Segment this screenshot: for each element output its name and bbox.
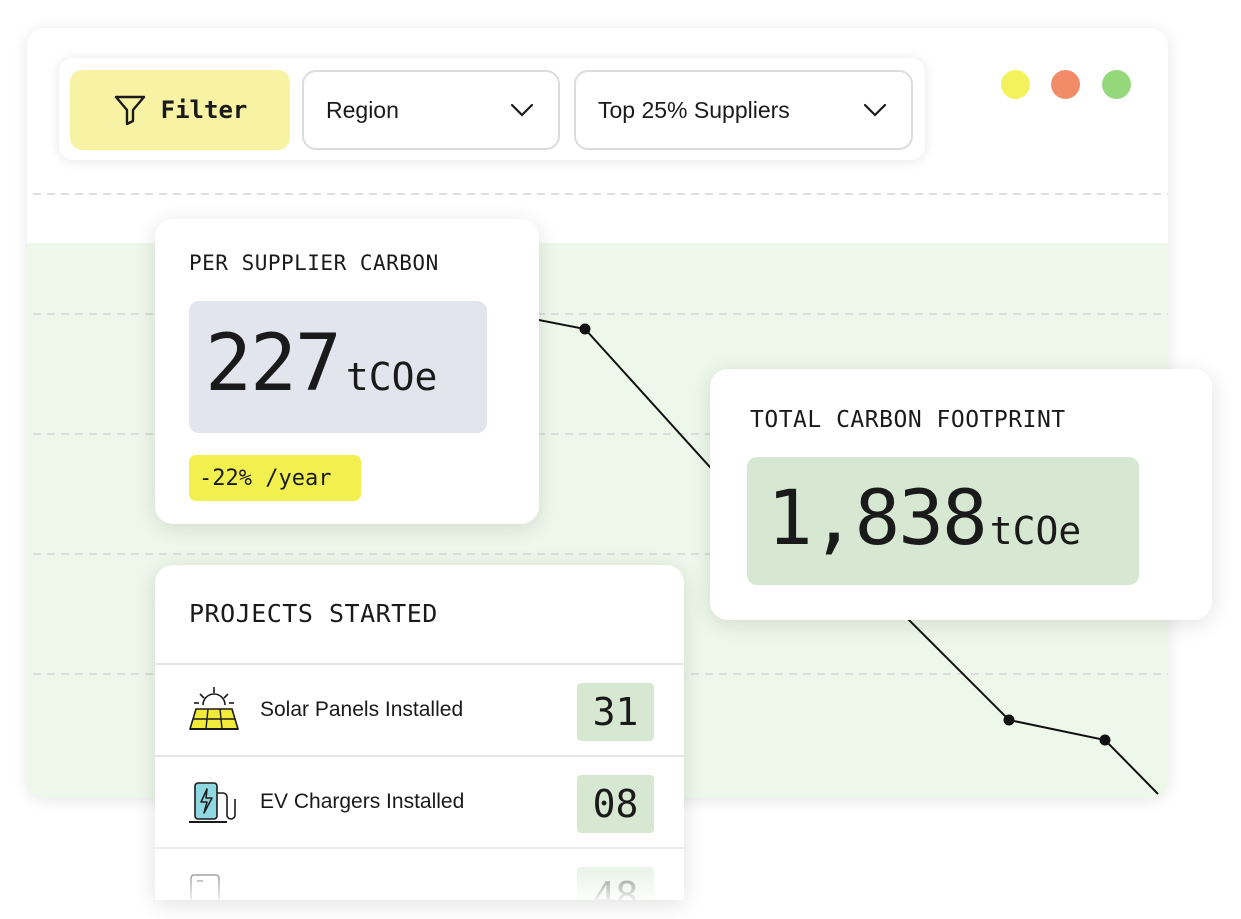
- window-dot-yellow[interactable]: [1001, 70, 1030, 99]
- funnel-icon: [114, 95, 145, 126]
- window-dot-orange[interactable]: [1051, 70, 1080, 99]
- per-supplier-value: 227: [205, 319, 342, 409]
- project-row-solar[interactable]: Solar Panels Installed 31: [155, 663, 684, 757]
- project-label: Solar Panels Installed: [260, 698, 464, 721]
- ev-charger-icon: [189, 782, 236, 823]
- project-count: 08: [577, 775, 654, 833]
- card-title: PER SUPPLIER CARBON: [189, 251, 439, 275]
- trend-point: [1003, 714, 1015, 726]
- total-unit: tCOe: [989, 509, 1082, 553]
- project-label: EV Chargers Installed: [260, 790, 465, 813]
- per-supplier-carbon-card: PER SUPPLIER CARBON 227 tCOe -22% /year: [155, 219, 539, 524]
- change-badge: -22% /year: [189, 455, 361, 501]
- per-supplier-unit: tCOe: [345, 355, 438, 399]
- total-value: 1,838: [767, 473, 988, 562]
- projects-started-card: PROJECTS STARTED Solar Panels Installed …: [155, 565, 684, 900]
- card-title: TOTAL CARBON FOOTPRINT: [750, 407, 1066, 433]
- window-dot-green[interactable]: [1102, 70, 1131, 99]
- filter-label: Filter: [160, 96, 248, 124]
- project-row-ev[interactable]: EV Chargers Installed 08: [155, 755, 684, 849]
- region-dropdown[interactable]: Region: [302, 70, 560, 150]
- filter-toolbar: Filter Region Top 25% Suppliers: [59, 58, 925, 160]
- project-count: 31: [577, 683, 654, 741]
- chevron-down-icon: [510, 103, 534, 117]
- card-title: PROJECTS STARTED: [189, 599, 438, 628]
- filter-button[interactable]: Filter: [70, 70, 290, 150]
- chevron-down-icon: [863, 103, 887, 117]
- suppliers-dropdown[interactable]: Top 25% Suppliers: [574, 70, 913, 150]
- total-value-box: 1,838 tCOe: [747, 457, 1139, 585]
- scroll-fade: [155, 830, 684, 900]
- per-supplier-value-box: 227 tCOe: [189, 301, 487, 433]
- trend-point: [579, 323, 591, 335]
- suppliers-dropdown-label: Top 25% Suppliers: [598, 96, 790, 123]
- total-carbon-footprint-card: TOTAL CARBON FOOTPRINT 1,838 tCOe: [710, 369, 1212, 620]
- region-dropdown-label: Region: [326, 96, 399, 123]
- trend-point: [1099, 734, 1111, 746]
- solar-panel-icon: [188, 687, 240, 730]
- change-value: -22% /year: [199, 465, 332, 491]
